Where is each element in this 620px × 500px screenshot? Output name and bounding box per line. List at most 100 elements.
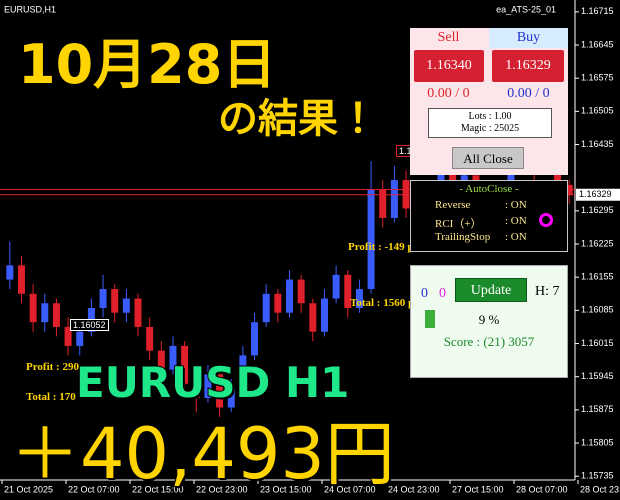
result-title: の結果！ xyxy=(217,95,379,143)
score: Score : (21) 3057 xyxy=(443,334,535,349)
y-tick-label: 1.16715 xyxy=(581,6,614,16)
pair-title: EURUSD H1 xyxy=(75,357,350,408)
lots: Lots : 1.00 xyxy=(468,111,512,122)
sell-position: 0.00 / 0 xyxy=(427,86,470,101)
candle-body xyxy=(64,326,72,346)
candle-body xyxy=(286,279,293,313)
y-tick-label: 1.15805 xyxy=(581,437,614,447)
x-tick-label: 24 Oct 23:00 xyxy=(388,484,440,494)
info-panel: 0 0 Update H: 7 9 % Score : (21) 3057 xyxy=(410,265,568,378)
candle-body xyxy=(52,303,60,327)
ea-name: ea_ATS-25_01 xyxy=(496,4,556,14)
percent: 9 % xyxy=(478,312,500,327)
candle-body xyxy=(262,293,270,323)
sell-header: Sell xyxy=(437,30,460,45)
total-label: Total : 170 xyxy=(26,391,76,403)
x-tick-label: 22 Oct 15:00 xyxy=(132,484,184,494)
update-button[interactable]: Update xyxy=(455,278,527,302)
y-tick-label: 1.16295 xyxy=(581,205,614,215)
setting-name: TrailingStop xyxy=(435,231,491,243)
candle-body xyxy=(344,274,352,308)
setting-value: : ON xyxy=(505,199,527,211)
profit-label: Profit : -149 p xyxy=(348,241,414,253)
y-tick-label: 1.15735 xyxy=(581,471,614,481)
y-tick-label: 1.16575 xyxy=(581,73,614,83)
price-tag: 1.16052 xyxy=(70,319,109,331)
candle-body xyxy=(181,345,189,384)
candle-body xyxy=(216,374,224,408)
count-a: 0 xyxy=(421,286,428,301)
y-tick-label: 1.16645 xyxy=(581,39,614,49)
autoclose-panel: - AutoClose - Reverse : ON RCI（+） : ON Trail… xyxy=(410,180,568,252)
x-tick-label: 22 Oct 07:00 xyxy=(68,484,120,494)
candle-body xyxy=(251,322,259,356)
setting-value: : ON xyxy=(505,231,527,243)
candle-body xyxy=(355,289,363,308)
y-tick-label: 1.16155 xyxy=(581,272,614,282)
all-close-button[interactable]: All Close xyxy=(452,147,524,169)
x-tick-label: 28 Oct 23:00 xyxy=(580,484,620,494)
candle-body xyxy=(297,279,305,304)
count-b: 0 xyxy=(439,286,446,301)
candle-body xyxy=(192,383,200,399)
candle-body xyxy=(29,293,37,323)
progress-bar xyxy=(425,310,435,328)
candle-body xyxy=(507,156,515,200)
candle-body xyxy=(99,289,107,308)
candle-body xyxy=(169,345,177,370)
y-tick-label: 1.15875 xyxy=(581,404,614,414)
date-title: 10月28日 xyxy=(17,32,277,97)
setting-name: RCI（+） xyxy=(435,218,482,230)
lots-box: Lots : 1.00 Magic : 25025 xyxy=(428,108,552,138)
candle-body xyxy=(309,303,317,332)
candle-body xyxy=(320,298,328,332)
profit-title: ＋40,493円 xyxy=(9,412,396,496)
setting-name: Reverse xyxy=(435,199,471,211)
candle-body xyxy=(367,189,375,290)
candle-body xyxy=(239,355,247,389)
status-dot xyxy=(539,213,553,227)
buy-header: Buy xyxy=(489,28,568,48)
candle-body xyxy=(157,350,165,370)
candle-body xyxy=(122,298,130,313)
candle-body xyxy=(146,326,154,351)
candle-body xyxy=(76,331,84,346)
candle-body xyxy=(274,293,282,313)
x-tick-label: 23 Oct 15:00 xyxy=(260,484,312,494)
total-label: Total : 1560 p xyxy=(350,297,415,309)
symbol: EURUSD,H1 xyxy=(4,4,56,14)
y-tick-label: 1.16085 xyxy=(581,305,614,315)
candle-body xyxy=(379,189,387,218)
candle-body xyxy=(111,289,119,313)
y-tick-label: 1.15945 xyxy=(581,371,614,381)
candle-body xyxy=(41,303,49,323)
y-tick-label: 1.16435 xyxy=(581,139,614,149)
y-tick-label: 1.16225 xyxy=(581,238,614,248)
hours: H: 7 xyxy=(535,284,560,299)
x-tick-label: 24 Oct 07:00 xyxy=(324,484,376,494)
candle-body xyxy=(204,374,212,399)
candle-body xyxy=(134,298,142,327)
sell-button[interactable]: 1.16340 xyxy=(414,50,484,82)
current-price: 1.16329 xyxy=(579,189,612,199)
candle-body xyxy=(390,180,398,218)
candle-body xyxy=(6,265,14,280)
magic: Magic : 25025 xyxy=(460,123,520,134)
x-tick-label: 21 Oct 2025 xyxy=(4,484,53,494)
candle-body xyxy=(332,274,340,299)
x-tick-label: 28 Oct 07:00 xyxy=(516,484,568,494)
current-price-box xyxy=(576,188,620,201)
candle-body xyxy=(227,388,235,408)
buy-position: 0.00 / 0 xyxy=(507,86,550,101)
y-tick-label: 1.16505 xyxy=(581,106,614,116)
autoclose-title: - AutoClose - xyxy=(459,183,519,195)
trade-panel: Sell Buy 1.16340 1.16329 0.00 / 0 0.00 /… xyxy=(410,28,568,175)
profit-label: Profit : 290 xyxy=(26,361,79,373)
candle-body xyxy=(17,265,25,294)
y-tick-label: 1.16015 xyxy=(581,338,614,348)
x-tick-label: 27 Oct 15:00 xyxy=(452,484,504,494)
candle-body xyxy=(437,161,445,195)
buy-button[interactable]: 1.16329 xyxy=(492,50,564,82)
setting-value: : ON xyxy=(505,215,527,227)
